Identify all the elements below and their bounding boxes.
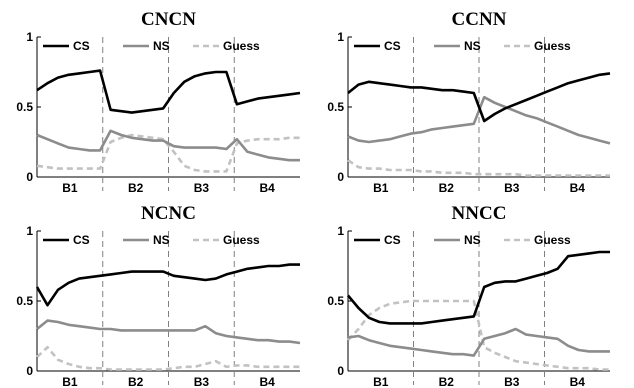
y-tick-label: 1 — [337, 30, 344, 44]
series-line-ns — [36, 319, 301, 345]
series-line-ns — [347, 327, 610, 357]
x-block-label: B3 — [504, 181, 520, 195]
series-line-guess — [347, 159, 610, 177]
y-tick-label: 0.5 — [327, 100, 344, 114]
x-block-label: B2 — [128, 375, 144, 388]
chart-title: CNCN — [141, 9, 196, 30]
series-line-cs — [36, 69, 301, 114]
legend-label: Guess — [534, 39, 571, 53]
series-line-cs — [347, 250, 610, 325]
x-block-label: B3 — [194, 375, 210, 388]
legend-label: Guess — [534, 233, 571, 247]
chart-panel-nncc: NNCC 0 0.5 1 B1 B2 B3 B4 CS NS Guess — [327, 203, 610, 388]
chart-panel-ncnc: NCNC 0 0.5 1 B1 B2 B3 B4 CS NS Guess — [16, 203, 301, 388]
series-line-cs — [35, 263, 300, 307]
legend-label: CS — [73, 39, 90, 53]
legend-label: Guess — [223, 39, 260, 53]
chart-title: NCNC — [141, 203, 196, 224]
legend-label: CS — [384, 233, 401, 247]
legend-label: NS — [464, 233, 481, 247]
y-tick-label: 1 — [26, 30, 33, 44]
x-block-label: B4 — [259, 375, 275, 388]
series-line-ns — [36, 129, 300, 162]
x-block-label: B4 — [570, 181, 586, 195]
x-block-label: B1 — [62, 181, 78, 195]
legend-label: NS — [153, 233, 170, 247]
x-block-label: B1 — [373, 181, 389, 195]
chart-panel-cncn: CNCN 0 0.5 1 B1 B2 B3 B4 CS NS Guess — [16, 9, 301, 195]
y-tick-label: 0.5 — [327, 294, 344, 308]
legend-label: NS — [153, 39, 170, 53]
series-line-guess — [36, 133, 300, 173]
y-tick-label: 0 — [26, 170, 33, 184]
x-block-label: B2 — [439, 375, 455, 388]
chart-panel-ccnn: CCNN 0 0.5 1 B1 B2 B3 B4 CS NS Guess — [327, 9, 611, 195]
x-block-label: B3 — [194, 181, 210, 195]
chart-title: NNCC — [452, 203, 507, 224]
x-block-label: B4 — [570, 375, 586, 388]
y-tick-label: 1 — [26, 224, 33, 238]
series-line-cs — [347, 72, 611, 123]
x-block-label: B3 — [504, 375, 520, 388]
y-tick-label: 0 — [26, 364, 33, 378]
legend-label: CS — [384, 39, 401, 53]
legend-label: CS — [73, 233, 90, 247]
y-tick-label: 0 — [337, 170, 344, 184]
y-tick-label: 0 — [337, 364, 344, 378]
x-block-label: B2 — [128, 181, 144, 195]
chart-title: CCNN — [452, 9, 507, 30]
y-tick-label: 0.5 — [16, 294, 33, 308]
y-tick-label: 1 — [337, 224, 344, 238]
legend-label: NS — [464, 39, 481, 53]
x-block-label: B1 — [373, 375, 389, 388]
series-line-guess — [36, 345, 300, 371]
x-block-label: B4 — [259, 181, 275, 195]
legend-label: Guess — [223, 233, 260, 247]
x-block-label: B1 — [62, 375, 78, 388]
x-block-label: B2 — [439, 181, 455, 195]
y-tick-label: 0.5 — [16, 100, 33, 114]
series-line-guess — [347, 299, 610, 371]
